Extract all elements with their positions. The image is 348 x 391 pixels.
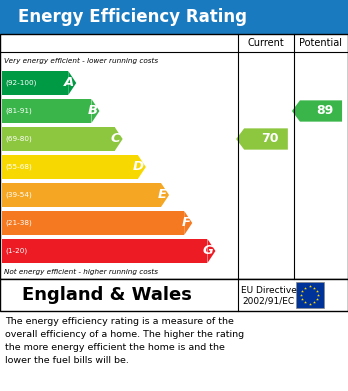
Bar (2, 183, 161, 207)
Polygon shape (138, 155, 146, 179)
Bar (2, 155, 138, 179)
Text: EU Directive: EU Directive (241, 286, 297, 295)
Text: 2002/91/EC: 2002/91/EC (243, 296, 295, 305)
Bar (295, 282, 324, 308)
Text: E: E (158, 188, 167, 201)
Polygon shape (68, 71, 76, 95)
Bar (0, 279, 348, 311)
Polygon shape (114, 127, 122, 151)
Polygon shape (161, 183, 169, 207)
Text: F: F (181, 217, 190, 230)
Text: (39-54): (39-54) (5, 192, 32, 198)
Bar (2, 71, 68, 95)
Text: (21-38): (21-38) (5, 220, 32, 226)
Text: Not energy efficient - higher running costs: Not energy efficient - higher running co… (4, 269, 158, 275)
Text: (81-91): (81-91) (5, 108, 32, 114)
Text: A: A (64, 77, 74, 90)
Text: (92-100): (92-100) (5, 80, 37, 86)
Text: Current: Current (248, 38, 284, 48)
Text: B: B (87, 104, 97, 118)
Text: (55-68): (55-68) (5, 164, 32, 170)
Text: 70: 70 (261, 133, 279, 145)
Text: 89: 89 (316, 104, 334, 118)
Bar (2, 239, 207, 263)
Bar (2, 211, 184, 235)
Text: Potential: Potential (300, 38, 342, 48)
Text: Very energy efficient - lower running costs: Very energy efficient - lower running co… (4, 58, 158, 64)
Text: D: D (133, 160, 144, 174)
Bar (0, 34, 348, 279)
Text: (69-80): (69-80) (5, 136, 32, 142)
Text: C: C (111, 133, 121, 145)
Polygon shape (236, 128, 288, 150)
Bar (2, 99, 92, 123)
Bar (2, 127, 114, 151)
Text: Energy Efficiency Rating: Energy Efficiency Rating (18, 8, 247, 26)
Bar (0, 0, 348, 34)
Polygon shape (292, 100, 342, 122)
Polygon shape (207, 239, 215, 263)
Text: (1-20): (1-20) (5, 248, 27, 254)
Text: G: G (203, 244, 213, 258)
Text: England & Wales: England & Wales (22, 286, 192, 304)
Text: The energy efficiency rating is a measure of the
overall efficiency of a home. T: The energy efficiency rating is a measur… (5, 317, 244, 364)
Polygon shape (92, 99, 100, 123)
Polygon shape (184, 211, 192, 235)
